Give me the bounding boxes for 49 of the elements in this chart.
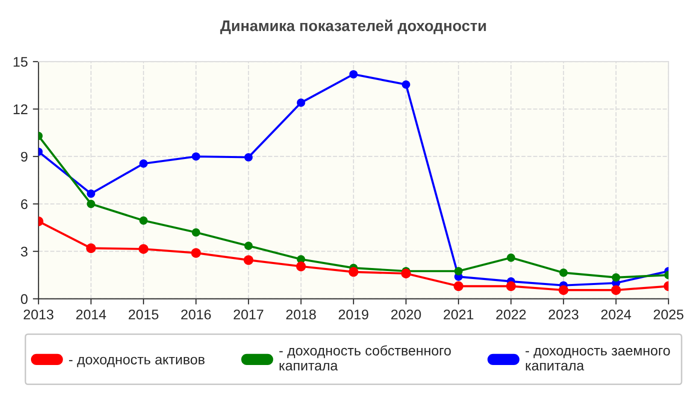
x-tick-label: 2021 <box>444 310 474 320</box>
y-tick-label: 15 <box>14 57 28 67</box>
point <box>86 189 96 198</box>
point <box>192 228 200 237</box>
x-tick-label: 2024 <box>601 310 632 320</box>
y-tick-label: 12 <box>14 104 28 114</box>
x-tick-label: 2013 <box>24 310 54 320</box>
x-tick-label: 2017 <box>234 310 264 320</box>
y-tick-label: 9 <box>21 152 28 162</box>
x-tick-label: 2018 <box>286 310 316 320</box>
y-tick-label: 0 <box>20 294 28 304</box>
point <box>296 98 306 107</box>
x-tick-label: 2020 <box>391 310 421 320</box>
point <box>244 153 253 162</box>
point <box>558 285 568 295</box>
point <box>86 200 96 208</box>
point <box>611 285 621 295</box>
legend-label: - доходность активов <box>69 356 205 368</box>
point <box>506 254 516 262</box>
point <box>244 242 253 250</box>
x-tick-label: 2016 <box>181 310 211 320</box>
point <box>296 262 306 272</box>
point <box>139 216 148 225</box>
point <box>244 255 254 265</box>
chart-title: Динамика показателей доходности <box>220 20 486 34</box>
point <box>559 268 568 277</box>
x-tick-label: 2023 <box>548 310 578 320</box>
y-tick-label: 6 <box>21 199 28 210</box>
point <box>454 281 464 292</box>
point <box>138 244 148 254</box>
x-tick-label: 2014 <box>76 310 106 320</box>
point <box>612 273 620 282</box>
x-tick-label: 2019 <box>338 310 368 320</box>
x-tick-label: 2015 <box>128 310 158 320</box>
point <box>402 80 410 89</box>
point <box>191 248 201 258</box>
point <box>349 70 358 78</box>
point <box>192 152 200 161</box>
point <box>348 267 358 277</box>
y-tick-label: 3 <box>20 246 28 257</box>
x-tick-label: 2022 <box>496 310 526 320</box>
point <box>86 243 96 254</box>
point <box>401 268 411 278</box>
legend-label: - доходность заемного капитала <box>526 348 670 370</box>
legend-label: - доходность собственного капитала <box>279 345 451 370</box>
x-tick-label: 2025 <box>654 310 684 320</box>
point <box>506 281 516 292</box>
point <box>454 266 463 276</box>
point <box>139 159 148 168</box>
